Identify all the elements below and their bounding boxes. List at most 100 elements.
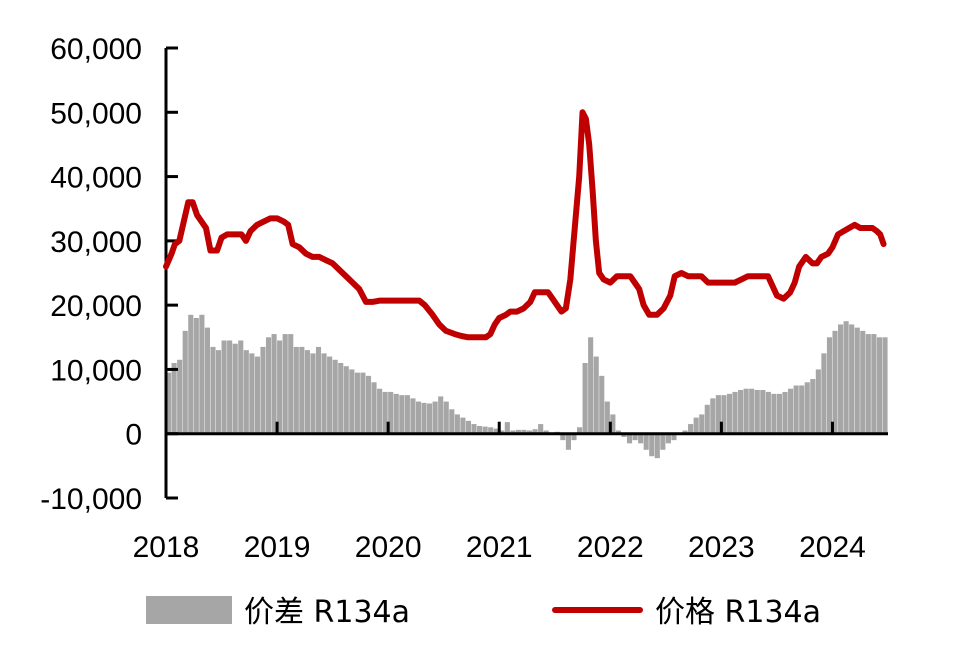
spread-bar [477,426,483,434]
spread-bar [354,372,360,434]
spread-bar [782,391,788,434]
spread-bar [243,350,249,434]
spread-bar [310,353,316,434]
spread-bar [204,327,210,434]
y-tick-label: 30,000 [50,226,142,259]
spread-bar [304,350,310,434]
y-tick-label: 10,000 [50,354,142,387]
x-tick-label: 2020 [355,531,422,564]
spread-bar [882,337,888,434]
spread-bar [410,398,416,434]
spread-bar [788,388,794,434]
spread-bar [360,372,366,434]
y-tick-label: 60,000 [50,33,142,66]
spread-bar [393,393,399,434]
spread-bar [543,430,549,434]
spread-bar [643,433,649,450]
x-tick-labels: 2018 2019 2020 2021 2022 2023 2024 [133,531,866,564]
spread-bar [821,353,827,434]
spread-bar [688,424,694,434]
spread-bar [443,401,449,434]
spread-bar [254,356,260,434]
spread-bar [838,324,844,434]
spread-bar [765,391,771,434]
spread-bar [471,424,477,434]
spread-bar [876,337,882,434]
spread-bar [804,382,810,434]
spread-bar [693,417,699,434]
spread-bar [177,359,183,434]
spread-bar [293,346,299,434]
spread-bar [199,314,205,434]
spread-bar [799,385,805,434]
y-tick-label: 50,000 [50,97,142,130]
spread-bar [299,346,305,434]
spread-bar [843,321,849,434]
spread-bar [538,424,544,434]
spread-bar [854,327,860,434]
spread-bar [626,433,633,444]
spread-bar [432,401,438,434]
spread-bar [499,430,505,434]
y-tick-label: -10,000 [40,483,142,516]
spread-bar [260,346,266,434]
spread-bar [832,330,838,434]
spread-bar [227,340,233,434]
spread-bar [315,346,322,434]
x-tick-label: 2024 [799,531,866,564]
y-tick-label: 0 [125,419,142,452]
spread-bar [615,430,621,434]
spread-bar [565,433,571,450]
spread-bar [377,388,383,434]
spread-bar [493,428,499,434]
spread-bar [510,430,516,434]
spread-bar [277,340,283,434]
spread-bar [249,353,255,434]
spread-bar [599,375,605,434]
spread-bar [754,390,760,434]
spread-bar [265,337,272,434]
spread-bar [726,393,733,434]
spread-bar [732,391,738,434]
spread-bar [621,433,627,437]
spread-bar [582,363,588,434]
spread-bar [638,433,644,444]
x-tick-label: 2018 [133,531,200,564]
spread-bar [527,430,533,434]
spread-bar [504,422,510,434]
spread-bar [327,356,333,434]
spread-bar [793,385,799,434]
spread-bar [665,433,671,444]
spread-bar [210,346,216,434]
legend-label-price: 价格 R134a [655,595,821,630]
spread-bar [438,396,444,434]
spread-bar [771,393,777,434]
spread-bar [810,379,816,434]
spread-bar [776,393,783,434]
spread-bar [166,372,172,434]
spread-bar [576,427,583,434]
spread-bar [282,334,288,434]
spread-bar [482,426,488,434]
spread-bar [743,388,749,434]
spread-bar [427,403,433,434]
spread-bar [221,340,227,434]
spread-bar [421,402,427,434]
spread-bar [865,334,871,434]
spread-bar [610,414,616,434]
spread-bar [365,375,372,434]
spread-bar [171,363,177,434]
spread-bar [515,429,521,434]
spread-bar [710,398,716,434]
spread-bar [188,314,194,434]
y-tick-label: 40,000 [50,162,142,195]
x-tick-label: 2022 [577,531,644,564]
spread-bar [332,359,338,434]
spread-bar [654,433,660,459]
spread-bar [699,414,705,434]
spread-bar [860,330,866,434]
y-tick-label: 20,000 [50,290,142,323]
spread-bar [404,395,410,434]
spread-bar [288,334,294,434]
